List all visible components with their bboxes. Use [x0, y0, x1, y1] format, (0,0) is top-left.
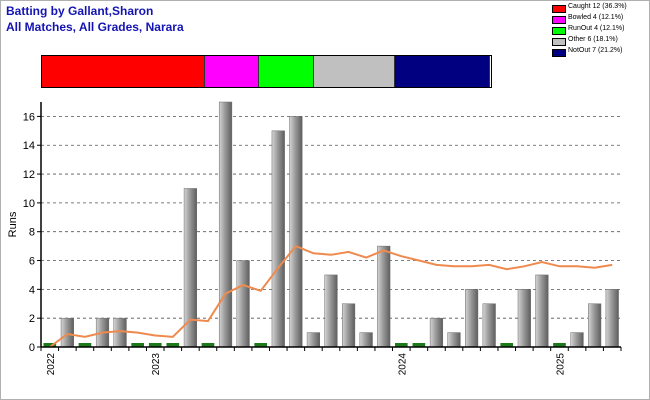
y-tick-label: 14: [23, 140, 35, 152]
x-year-label: 2025: [555, 353, 566, 376]
legend-swatch: [552, 38, 566, 46]
dismissal-segment-notout: [394, 56, 491, 87]
dismissal-segment-caught: [42, 56, 205, 87]
legend-swatch: [552, 5, 566, 13]
zero-score-marker: [201, 343, 215, 347]
x-year-label: 2022: [46, 353, 57, 376]
runs-bar: [341, 303, 356, 348]
legend-label: NotOut 7 (21.2%): [568, 47, 623, 54]
y-tick-label: 12: [23, 169, 35, 181]
runs-bar: [447, 332, 461, 348]
runs-bar: [570, 332, 584, 348]
zero-score-marker: [166, 343, 180, 347]
zero-score-marker: [78, 343, 92, 347]
legend-label: RunOut 4 (12.1%): [568, 25, 625, 32]
zero-score-marker: [412, 343, 426, 347]
runs-bar: [517, 289, 531, 348]
y-tick-label: 8: [29, 227, 35, 239]
runs-bar: [535, 274, 549, 348]
runs-bar: [236, 260, 250, 348]
chart-subtitle: All Matches, All Grades, Narara: [6, 20, 184, 34]
zero-score-marker: [43, 343, 57, 347]
runs-bar: [218, 101, 233, 348]
dismissal-segment-bowled: [204, 56, 260, 87]
legend-label: Bowled 4 (12.1%): [568, 14, 624, 21]
runs-bar: [588, 303, 602, 348]
y-tick-label: 6: [29, 256, 35, 268]
y-axis-label: Runs: [7, 211, 19, 237]
zero-score-marker: [254, 343, 268, 347]
legend-swatch: [552, 49, 566, 57]
runs-bar: [289, 116, 303, 348]
y-tick-label: 2: [29, 313, 35, 325]
y-tick-label: 4: [29, 284, 35, 296]
legend-item: NotOut 7 (21.2%): [550, 47, 648, 59]
x-year-label: 2023: [151, 353, 162, 376]
runs-bar: [113, 317, 127, 348]
dismissal-segment-other: [313, 56, 395, 87]
y-tick-label: 10: [23, 198, 35, 210]
legend-item: Caught 12 (36.3%): [550, 3, 648, 15]
y-tick-label: 0: [29, 342, 35, 354]
dismissal-percentage-bar: [41, 55, 492, 88]
legend-item: RunOut 4 (12.1%): [550, 25, 648, 37]
runs-bar: [324, 274, 338, 348]
runs-bar: [605, 289, 619, 348]
legend-swatch: [552, 27, 566, 35]
runs-bar: [271, 130, 285, 348]
zero-score-marker: [148, 343, 162, 347]
legend-item: Other 6 (18.1%): [550, 36, 648, 48]
zero-score-marker: [131, 343, 144, 347]
x-year-label: 2024: [397, 353, 408, 376]
zero-score-marker: [553, 343, 566, 347]
legend: Caught 12 (36.3%) Bowled 4 (12.1%) RunOut …: [550, 3, 648, 59]
y-tick-label: 16: [23, 111, 35, 123]
chart-title: Batting by Gallant,Sharon: [6, 4, 154, 18]
zero-score-marker: [500, 343, 514, 347]
legend-item: Bowled 4 (12.1%): [550, 14, 648, 26]
runs-bar: [306, 332, 321, 348]
runs-bar: [465, 289, 479, 348]
runs-bar: [359, 332, 373, 348]
runs-bar: [60, 317, 74, 348]
legend-label: Other 6 (18.1%): [568, 36, 618, 43]
runs-bar: [482, 303, 496, 348]
runs-bar: [429, 317, 444, 348]
legend-swatch: [552, 16, 566, 24]
dismissal-segment-runout: [259, 56, 314, 87]
legend-label: Caught 12 (36.3%): [568, 3, 627, 10]
average-line: [49, 244, 613, 348]
runs-bar: [377, 245, 391, 348]
zero-score-marker: [394, 343, 408, 347]
